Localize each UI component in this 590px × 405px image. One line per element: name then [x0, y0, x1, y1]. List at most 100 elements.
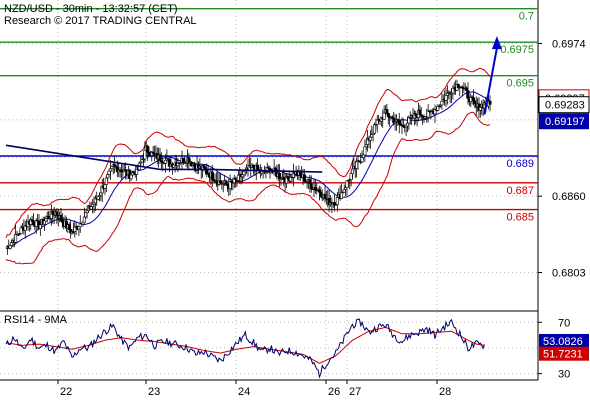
candle-body [55, 211, 59, 216]
rsi-tag-box [539, 333, 589, 348]
candle-body [8, 245, 12, 249]
candle-body [129, 174, 133, 180]
x-tick-label: 28 [439, 386, 451, 398]
candle-body [302, 174, 306, 182]
candle-body [488, 100, 492, 105]
candle-body [440, 100, 444, 106]
candle-body [256, 164, 260, 170]
candle-body [96, 196, 100, 200]
candle-body [473, 100, 477, 105]
candle-body [84, 212, 88, 218]
candle-body [44, 218, 48, 222]
candle-body [368, 136, 372, 141]
level-label-resistance: 0.695 [506, 78, 534, 90]
x-tick-label: 26 [328, 386, 340, 398]
candle-body [202, 165, 206, 168]
candle-body [323, 193, 327, 199]
rsi-ma-line [5, 326, 485, 364]
rsi-tag: 53.0826 [539, 333, 589, 348]
candle-body [19, 227, 23, 234]
candle-body [282, 176, 286, 181]
candle-body [465, 87, 469, 92]
candle-body [224, 180, 228, 185]
candle-body [242, 171, 246, 176]
candle-body [147, 152, 151, 156]
candle-body [110, 166, 114, 169]
rsi-tag: 51.7231 [539, 346, 589, 361]
x-tick-label: 23 [148, 386, 160, 398]
candle-body [317, 189, 321, 193]
candle-body [158, 154, 162, 161]
candle-body [339, 192, 343, 199]
candle-body [286, 176, 290, 179]
trend-line [5, 144, 323, 173]
price-tag: 0.69197 [539, 113, 589, 130]
candle-body [361, 154, 365, 158]
y-tick-label: 0.6974 [552, 39, 586, 51]
candle-body [414, 113, 418, 117]
candle-body [308, 179, 312, 184]
candle-body [219, 180, 223, 184]
candle-body [478, 107, 482, 111]
price-tag-label: 0.69197 [545, 116, 585, 128]
candle-body [309, 183, 313, 190]
candle-body [364, 144, 368, 148]
candle-body [10, 242, 14, 247]
rsi-tick-label: 30 [558, 369, 570, 381]
rsi-title: RSI14 - 9MA [4, 314, 68, 326]
candle-body [385, 109, 389, 114]
candle-body [405, 122, 409, 127]
candle-body [471, 97, 475, 102]
forecast-arrow-shaft [483, 47, 498, 115]
candle-body [146, 145, 150, 153]
candle-body [82, 216, 86, 223]
chart-copyright: Research © 2017 TRADING CENTRAL [4, 15, 197, 27]
level-label-resistance: 0.6975 [500, 44, 534, 56]
candle-body [172, 164, 176, 168]
price-tag: 0.69283 [538, 96, 590, 114]
rsi-line [5, 318, 485, 379]
rsi-tag-label: 53.0826 [543, 336, 583, 348]
bollinger-upper [5, 67, 491, 239]
candle-body [106, 174, 110, 179]
candle-body [73, 226, 77, 232]
candle-body [143, 149, 147, 160]
candle-body [370, 134, 374, 138]
candle-body [360, 157, 364, 163]
candle-body [444, 95, 448, 101]
candle-body [164, 159, 168, 164]
bollinger-lower [5, 111, 491, 265]
rsi-tag-box [539, 346, 589, 361]
candle-body [99, 192, 103, 196]
price-tag-box [538, 96, 590, 114]
candle-body [51, 210, 55, 215]
candle-body [91, 203, 95, 207]
candle-body [89, 206, 93, 210]
candle-body [67, 224, 71, 230]
level-label-support: 0.687 [506, 185, 534, 197]
price-tag-label: 0.69283 [545, 100, 585, 112]
candle-body [107, 170, 111, 175]
rsi-tick-label: 70 [558, 317, 570, 329]
x-tick-label: 27 [349, 386, 361, 398]
candle-body [466, 90, 470, 99]
level-label-resistance: 0.7 [519, 11, 534, 23]
candle-body [386, 113, 390, 118]
candle-body [375, 119, 379, 125]
level-label-support: 0.685 [506, 212, 534, 224]
candle-body [397, 120, 401, 125]
candle-body [236, 174, 240, 181]
candle-body [350, 168, 354, 175]
x-tick-label: 22 [60, 386, 72, 398]
candle-body [278, 173, 282, 179]
candle-body [77, 226, 81, 230]
price-tag-box [539, 113, 589, 130]
candle-body [335, 197, 339, 205]
candle-body [342, 189, 346, 193]
candle-body [59, 215, 63, 221]
candle-body [38, 224, 42, 229]
candle-body [104, 177, 108, 185]
candle-body [418, 109, 422, 116]
candle-body [47, 215, 51, 219]
